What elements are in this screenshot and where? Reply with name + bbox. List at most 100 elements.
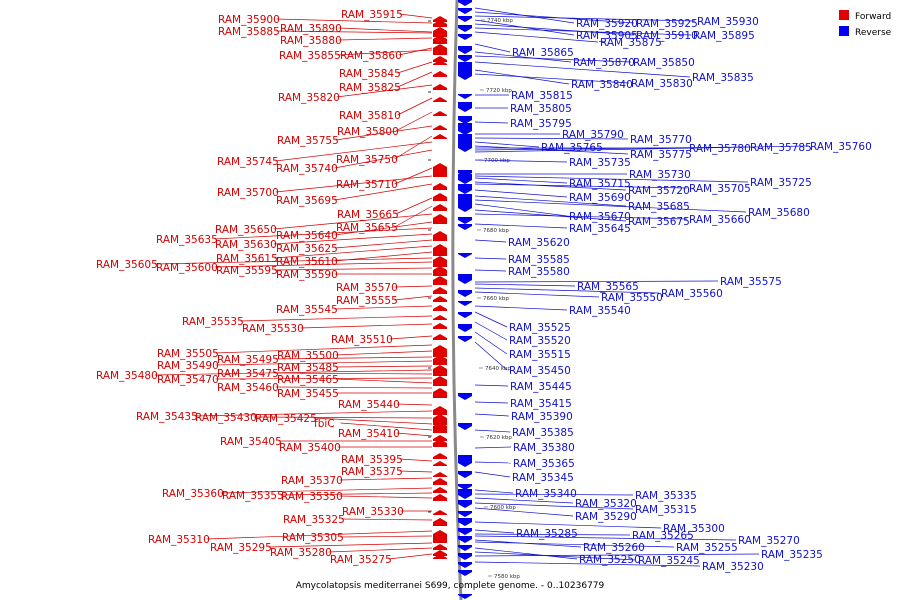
reverse-leader-line bbox=[474, 561, 701, 567]
forward-leader-line bbox=[328, 547, 433, 553]
forward-leader-line bbox=[268, 542, 433, 548]
reverse-leader-line bbox=[474, 502, 634, 510]
reverse-leader-line bbox=[474, 61, 691, 78]
reverse-leader-line bbox=[474, 384, 509, 387]
reverse-leader-line bbox=[474, 461, 512, 464]
forward-gene-label: RAM_35395 bbox=[341, 454, 403, 466]
forward-leader-line bbox=[340, 535, 433, 538]
forward-leader-line bbox=[154, 257, 433, 265]
reverse-gene-feature bbox=[458, 8, 472, 14]
forward-gene-feature bbox=[433, 510, 447, 515]
forward-leader-line bbox=[215, 344, 433, 354]
forward-leader-line bbox=[394, 135, 433, 160]
reverse-gene-label: RAM_35770 bbox=[630, 134, 692, 146]
forward-gene-feature bbox=[433, 163, 447, 177]
forward-gene-label: RAM_35630 bbox=[215, 239, 277, 251]
reverse-leader-line bbox=[474, 223, 568, 229]
reverse-gene-label: RAM_35620 bbox=[508, 237, 570, 249]
reverse-gene-label: RAM_35875 bbox=[600, 37, 662, 49]
reverse-gene-feature bbox=[458, 25, 472, 32]
reverse-gene-label: RAM_35450 bbox=[509, 365, 571, 377]
reverse-gene-label: RAM_35830 bbox=[631, 78, 693, 90]
forward-gene-label: RAM_35470 bbox=[157, 374, 219, 386]
reverse-gene-feature bbox=[458, 594, 472, 599]
reverse-leader-line bbox=[474, 121, 509, 124]
forward-leader-line bbox=[194, 410, 433, 417]
forward-leader-line bbox=[275, 175, 433, 193]
forward-gene-feature bbox=[433, 323, 447, 329]
forward-gene-label: RAM_35490 bbox=[157, 360, 219, 372]
reverse-gene-feature bbox=[458, 423, 472, 430]
reverse-gene-feature bbox=[458, 217, 472, 224]
chromosome-backbone bbox=[451, 0, 463, 600]
forward-gene-label: RAM_35325 bbox=[283, 514, 345, 526]
forward-gene-feature bbox=[433, 435, 447, 441]
forward-leader-line bbox=[275, 372, 433, 375]
scale-tick-label: 7580 kbp bbox=[494, 574, 520, 580]
forward-gene-label: RAM_35890 bbox=[280, 23, 342, 35]
forward-gene-label: RAM_35635 bbox=[156, 234, 218, 246]
reverse-gene-label: RAM_35835 bbox=[692, 72, 754, 84]
forward-gene-feature bbox=[433, 461, 447, 466]
forward-leader-line bbox=[399, 13, 433, 19]
forward-gene-feature bbox=[433, 388, 447, 398]
forward-leader-line bbox=[339, 495, 433, 499]
reverse-leader-line bbox=[474, 541, 675, 548]
forward-gene-feature bbox=[433, 97, 447, 102]
forward-leader-line bbox=[337, 49, 433, 56]
reverse-leader-line bbox=[474, 145, 629, 155]
scale-tick-label: 7600 kbp bbox=[490, 505, 516, 511]
forward-gene-feature bbox=[433, 296, 447, 302]
reverse-gene-feature bbox=[458, 471, 472, 478]
scale-ticks: 7740 kbp 7720 kbp 7700 kbp 7680 kbp 7660 kbp… bbox=[428, 18, 520, 580]
reverse-gene-feature bbox=[458, 200, 472, 212]
forward-gene-label: RAM_35500 bbox=[277, 350, 339, 362]
reverse-leader-line bbox=[474, 55, 632, 63]
forward-leader-line bbox=[240, 315, 433, 322]
reverse-gene-feature bbox=[458, 102, 472, 112]
legend-forward-swatch bbox=[839, 10, 849, 20]
forward-leader-line bbox=[335, 350, 433, 356]
forward-gene-label: RAM_35885 bbox=[218, 26, 280, 38]
scale-tick-label: 7740 kbp bbox=[487, 18, 513, 24]
reverse-gene-feature bbox=[458, 484, 472, 490]
forward-gene-label: RAM_35370 bbox=[281, 475, 343, 487]
reverse-gene-label: RAM_35340 bbox=[515, 488, 577, 500]
forward-leader-line bbox=[276, 18, 433, 24]
reverse-leader-line bbox=[474, 311, 508, 328]
forward-leader-line bbox=[334, 239, 433, 249]
reverse-gene-label: RAM_35230 bbox=[702, 561, 764, 573]
forward-gene-label: RAM_35860 bbox=[340, 50, 402, 62]
backbone-line bbox=[451, 0, 463, 600]
reverse-gene-feature bbox=[458, 116, 472, 124]
forward-gene-feature bbox=[433, 287, 447, 294]
forward-gene-label: RAM_35595 bbox=[216, 265, 278, 277]
reverse-gene-feature bbox=[458, 123, 472, 135]
reverse-gene-feature bbox=[458, 312, 472, 318]
reverse-gene-label: RAM_35725 bbox=[750, 177, 812, 189]
reverse-gene-label: RAM_35685 bbox=[628, 201, 690, 213]
forward-gene-label: RAM_35915 bbox=[341, 9, 403, 21]
forward-gene-label: fbiC bbox=[314, 418, 335, 430]
reverse-gene-label: RAM_35870 bbox=[573, 57, 635, 69]
reverse-leader-line bbox=[474, 521, 662, 529]
forward-gene-feature bbox=[433, 20, 447, 27]
forward-gene-feature bbox=[433, 414, 447, 425]
genome-caption: Amycolatopsis mediterranei S699, complet… bbox=[296, 581, 605, 591]
reverse-gene-label: RAM_35540 bbox=[569, 305, 631, 317]
forward-gene-label: RAM_35750 bbox=[336, 154, 398, 166]
reverse-gene-feature bbox=[458, 570, 472, 576]
reverse-gene-label: RAM_35690 bbox=[569, 192, 631, 204]
forward-gene-label: RAM_35800 bbox=[337, 126, 399, 138]
reverse-gene-label: RAM_35715 bbox=[569, 178, 631, 190]
forward-leader-line bbox=[335, 365, 433, 368]
forward-gene-feature bbox=[433, 453, 447, 459]
forward-leader-line bbox=[394, 295, 433, 301]
reverse-gene-label: RAM_35255 bbox=[676, 542, 738, 554]
scale-tick-label: 7620 kbp bbox=[486, 435, 512, 441]
forward-gene-label: RAM_35740 bbox=[276, 163, 338, 175]
forward-gene-feature bbox=[433, 256, 447, 267]
forward-gene-feature bbox=[433, 487, 447, 493]
reverse-gene-label: RAM_35780 bbox=[689, 143, 751, 155]
forward-gene-label: RAM_35425 bbox=[255, 413, 317, 425]
